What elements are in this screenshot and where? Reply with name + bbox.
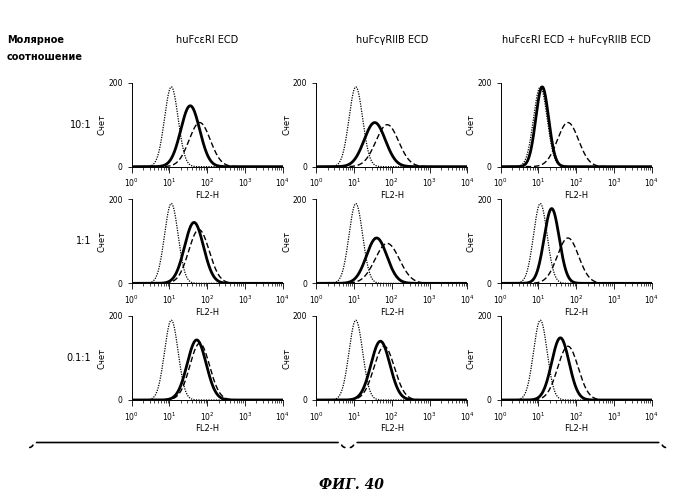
Y-axis label: Счет: Счет: [282, 114, 291, 135]
Text: 1:1: 1:1: [76, 236, 91, 246]
X-axis label: FL2-H: FL2-H: [195, 191, 219, 200]
Y-axis label: Счет: Счет: [466, 348, 476, 368]
X-axis label: FL2-H: FL2-H: [564, 424, 589, 433]
X-axis label: FL2-H: FL2-H: [380, 191, 404, 200]
X-axis label: FL2-H: FL2-H: [195, 424, 219, 433]
Text: huFcεRI ECD + huFcγRIIB ECD: huFcεRI ECD + huFcγRIIB ECD: [502, 35, 651, 45]
X-axis label: FL2-H: FL2-H: [195, 308, 219, 316]
Y-axis label: Счет: Счет: [98, 114, 107, 135]
Y-axis label: Счет: Счет: [466, 114, 476, 135]
Y-axis label: Счет: Счет: [98, 348, 107, 368]
Y-axis label: Счет: Счет: [98, 231, 107, 252]
Text: Молярное: Молярное: [7, 35, 63, 45]
X-axis label: FL2-H: FL2-H: [564, 191, 589, 200]
X-axis label: FL2-H: FL2-H: [380, 308, 404, 316]
Text: 10:1: 10:1: [70, 120, 91, 130]
Y-axis label: Счет: Счет: [466, 231, 476, 252]
Text: huFcεRI ECD: huFcεRI ECD: [176, 35, 238, 45]
Text: 0.1:1: 0.1:1: [67, 353, 91, 363]
Text: ФИГ. 40: ФИГ. 40: [319, 478, 383, 492]
X-axis label: FL2-H: FL2-H: [380, 424, 404, 433]
Text: huFcγRIIB ECD: huFcγRIIB ECD: [356, 35, 428, 45]
X-axis label: FL2-H: FL2-H: [564, 308, 589, 316]
Y-axis label: Счет: Счет: [282, 231, 291, 252]
Text: соотношение: соотношение: [7, 52, 83, 62]
Y-axis label: Счет: Счет: [282, 348, 291, 368]
